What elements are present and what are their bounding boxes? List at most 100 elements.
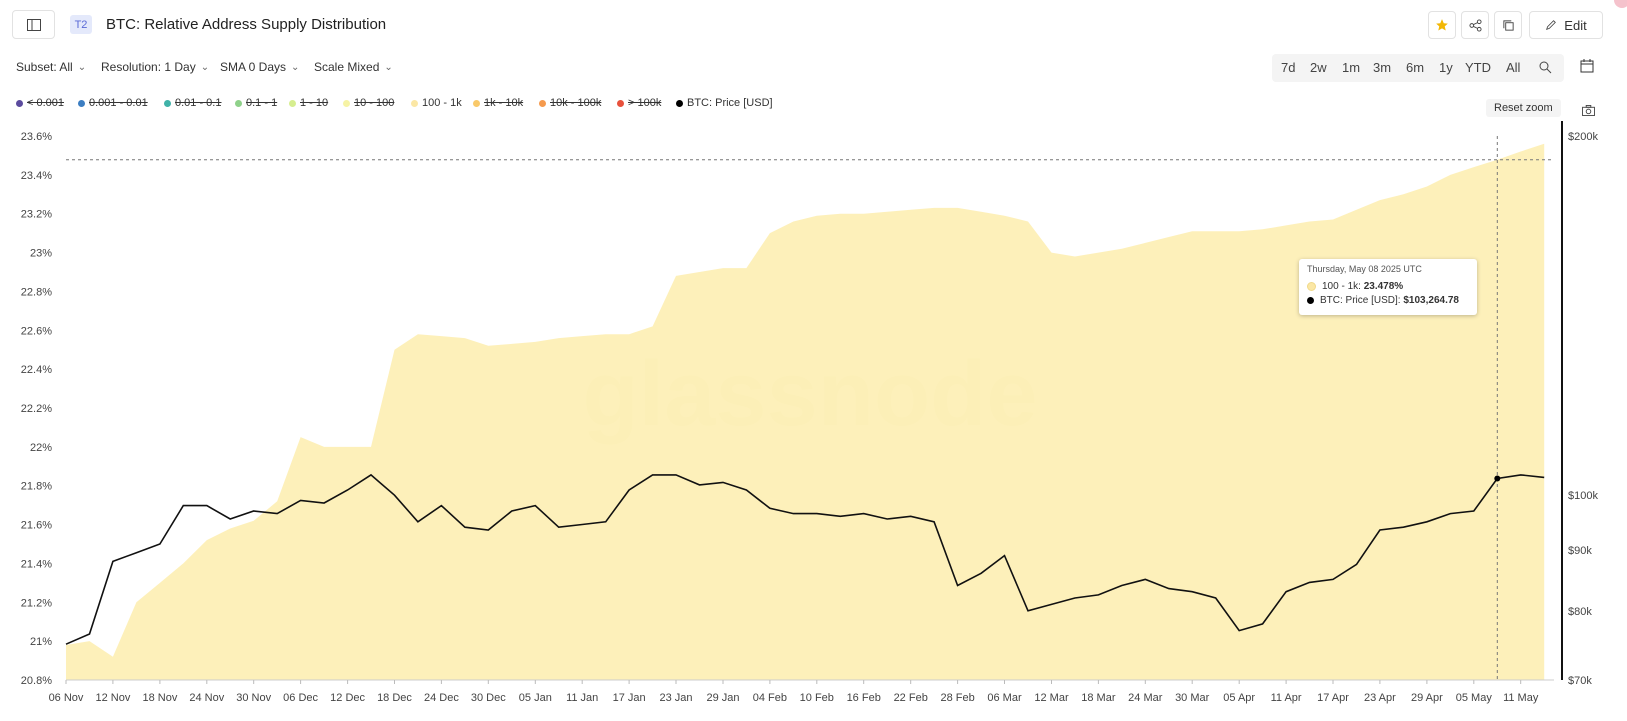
range-ytd[interactable]: YTD <box>1465 60 1491 75</box>
edit-button[interactable]: Edit <box>1529 11 1603 39</box>
share-button[interactable] <box>1461 11 1489 39</box>
legend-swatch <box>676 99 683 107</box>
x-axis-tick-label: 17 Jan <box>613 692 646 704</box>
legend-swatch <box>16 99 23 107</box>
chevron-down-icon: ⌄ <box>384 61 393 73</box>
x-axis-tick-label: 12 Mar <box>1034 692 1069 704</box>
duplicate-button[interactable] <box>1494 11 1522 39</box>
tooltip-series1-value: 23.478% <box>1363 281 1404 292</box>
tier-badge: T2 <box>70 15 92 34</box>
sma-select-label: SMA 0 Days <box>220 60 287 74</box>
tooltip-series1-label: 100 - 1k <box>1322 281 1359 292</box>
calendar-button[interactable] <box>1580 59 1594 78</box>
subset-select[interactable]: Subset: All ⌄ <box>16 60 86 74</box>
left-axis-tick-label: 22.8% <box>21 286 52 298</box>
x-axis-tick-label: 06 Nov <box>49 692 84 704</box>
legend-item-gt-100k[interactable]: > 100k <box>617 97 661 109</box>
left-axis-tick-label: 23% <box>30 248 52 260</box>
time-range-selector: 7d 2w 1m 3m 6m 1y YTD All <box>1272 54 1564 82</box>
x-axis-tick-label: 18 Nov <box>142 692 177 704</box>
legend-item-10k-100k[interactable]: 10k - 100k <box>539 97 601 109</box>
tooltip-series2-value: $103,264.78 <box>1403 295 1459 306</box>
chevron-down-icon: ⌄ <box>291 61 300 73</box>
x-axis-tick-label: 30 Dec <box>471 692 506 704</box>
zoom-select-icon[interactable] <box>1538 60 1552 79</box>
star-icon <box>1436 19 1448 31</box>
pencil-icon <box>1546 20 1557 30</box>
x-axis-tick-label: 18 Dec <box>377 692 412 704</box>
tooltip-series2-label: BTC: Price [USD] <box>1320 295 1398 306</box>
x-axis-tick-label: 17 Apr <box>1317 692 1349 704</box>
range-7d[interactable]: 7d <box>1281 60 1296 75</box>
x-axis-tick-label: 24 Mar <box>1128 692 1163 704</box>
right-axis-tick-label: $80k <box>1568 606 1592 618</box>
legend-item-1k-10k[interactable]: 1k - 10k <box>473 97 523 109</box>
export-image-button[interactable] <box>1582 103 1595 121</box>
calendar-icon <box>1580 59 1594 73</box>
tooltip-row-series2: BTC: Price [USD]: $103,264.78 <box>1307 295 1459 306</box>
left-axis-tick-label: 20.8% <box>21 675 52 687</box>
x-axis-tick-label: 10 Feb <box>800 692 834 704</box>
legend-item-001-01[interactable]: 0.01 - 0.1 <box>164 97 221 109</box>
x-axis-tick-label: 06 Dec <box>283 692 318 704</box>
legend-swatch <box>78 99 85 107</box>
chart-header: T2 BTC: Relative Address Supply Distribu… <box>0 0 1627 50</box>
sma-select[interactable]: SMA 0 Days ⌄ <box>220 60 299 74</box>
legend-swatch <box>164 99 171 107</box>
legend-label: 1 - 10 <box>300 97 329 109</box>
x-axis-tick-label: 29 Jan <box>706 692 739 704</box>
legend-swatch <box>473 99 480 107</box>
legend-swatch <box>343 99 350 107</box>
left-axis-tick-label: 23.6% <box>21 131 52 143</box>
x-axis-tick-label: 05 Jan <box>519 692 552 704</box>
resolution-select[interactable]: Resolution: 1 Day ⌄ <box>101 60 209 74</box>
right-axis-tick-label: $70k <box>1568 675 1592 687</box>
legend-item-01-1[interactable]: 0.1 - 1 <box>235 97 277 109</box>
legend-label: BTC: Price [USD] <box>687 97 773 109</box>
reset-zoom-button[interactable]: Reset zoom <box>1486 99 1561 117</box>
left-axis-tick-label: 22.6% <box>21 325 52 337</box>
legend-swatch <box>617 99 624 107</box>
range-1y[interactable]: 1y <box>1439 60 1453 75</box>
x-axis-tick-label: 04 Feb <box>753 692 787 704</box>
share-icon <box>1468 18 1482 32</box>
legend-label: 0.01 - 0.1 <box>175 97 222 109</box>
legend-item-1-10[interactable]: 1 - 10 <box>289 97 328 109</box>
x-axis-tick-label: 12 Nov <box>95 692 130 704</box>
x-axis-tick-label: 11 Jan <box>566 692 598 704</box>
legend-label: 1k - 10k <box>484 97 524 109</box>
legend-item-100-1k[interactable]: 100 - 1k <box>411 97 462 109</box>
left-axis-tick-label: 22% <box>30 442 52 454</box>
legend-item-10-100[interactable]: 10 - 100 <box>343 97 394 109</box>
sidebar-icon <box>26 18 41 31</box>
scale-select[interactable]: Scale Mixed ⌄ <box>314 60 393 74</box>
legend-swatch <box>411 99 418 107</box>
legend-item-btc-price[interactable]: BTC: Price [USD] <box>676 97 773 109</box>
series-area-100-1k <box>66 143 1545 681</box>
x-axis-tick-label: 05 May <box>1456 692 1493 704</box>
range-1m[interactable]: 1m <box>1342 60 1361 75</box>
x-axis-tick-label: 11 May <box>1503 692 1539 704</box>
subset-select-label: Subset: All <box>16 60 73 74</box>
legend-item-lt-0001[interactable]: < 0.001 <box>16 97 64 109</box>
edit-button-label: Edit <box>1564 17 1587 33</box>
tooltip-swatch <box>1307 297 1314 304</box>
range-all[interactable]: All <box>1506 60 1521 75</box>
legend-swatch <box>235 99 242 107</box>
series-line-btc-price <box>65 473 1545 645</box>
toggle-sidebar-button[interactable] <box>12 10 55 39</box>
favorite-button[interactable] <box>1428 11 1456 39</box>
range-3m[interactable]: 3m <box>1373 60 1392 75</box>
x-axis-tick-label: 12 Dec <box>330 692 365 704</box>
range-6m[interactable]: 6m <box>1406 60 1425 75</box>
x-axis-tick-label: 24 Dec <box>424 692 459 704</box>
scale-select-label: Scale Mixed <box>314 60 380 74</box>
x-axis-tick-label: 18 Mar <box>1081 692 1116 704</box>
left-axis-tick-label: 23.2% <box>21 209 52 221</box>
legend-label: > 100k <box>628 97 662 109</box>
legend-item-0001-001[interactable]: 0.001 - 0.01 <box>78 97 148 109</box>
legend-label: 10k - 100k <box>550 97 602 109</box>
x-axis-tick-label: 11 Apr <box>1271 692 1302 704</box>
range-2w[interactable]: 2w <box>1310 60 1327 75</box>
